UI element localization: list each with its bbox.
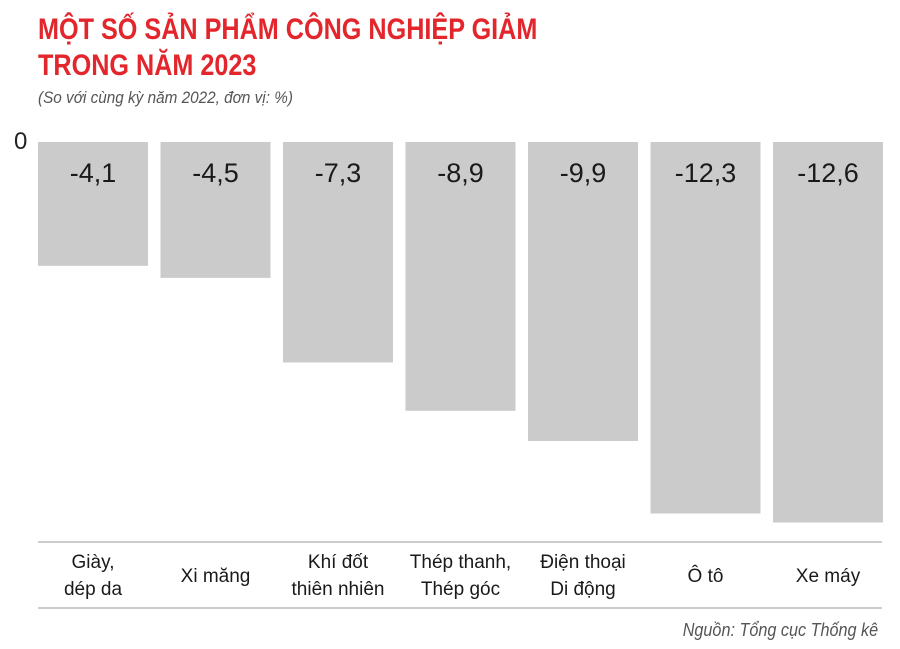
bar-value-label: -4,5 [192, 158, 239, 188]
bar-value-label: -12,6 [797, 158, 859, 188]
category-label: thiên nhiên [292, 579, 385, 600]
category-label: Thép góc [421, 579, 500, 600]
bar [405, 142, 516, 411]
category-label: Di động [550, 579, 616, 600]
category-label: Ô tô [688, 565, 724, 587]
chart-title-line-1: MỘT SỐ SẢN PHẨM CÔNG NGHIỆP GIẢM [38, 13, 538, 46]
bar [773, 142, 883, 523]
chart-subtitle: (So với cùng kỳ năm 2022, đơn vị: %) [38, 88, 293, 107]
bar [38, 142, 148, 266]
category-label: Giày, [72, 552, 115, 573]
source-note: Nguồn: Tổng cục Thống kê [682, 620, 878, 640]
bar-value-label: -9,9 [560, 158, 607, 188]
zero-tick-label: 0 [14, 128, 28, 155]
bar [528, 142, 638, 441]
chart-title-line-2: TRONG NĂM 2023 [38, 49, 257, 82]
bar-value-label: -7,3 [315, 158, 362, 188]
bar-value-label: -4,1 [70, 158, 117, 188]
bar-value-label: -8,9 [437, 158, 484, 188]
bar [160, 142, 271, 278]
category-label: Điện thoại [540, 552, 626, 573]
category-label: Xe máy [796, 566, 861, 587]
bar [650, 142, 761, 514]
bar [283, 142, 393, 363]
category-label: dép da [64, 579, 123, 600]
chart-title: MỘT SỐ SẢN PHẨM CÔNG NGHIỆP GIẢM TRONG N… [38, 12, 676, 84]
category-label: Thép thanh, [410, 552, 511, 573]
category-label: Xi măng [181, 566, 251, 587]
bar-value-label: -12,3 [675, 158, 737, 188]
category-label: Khí đốt [308, 552, 369, 573]
